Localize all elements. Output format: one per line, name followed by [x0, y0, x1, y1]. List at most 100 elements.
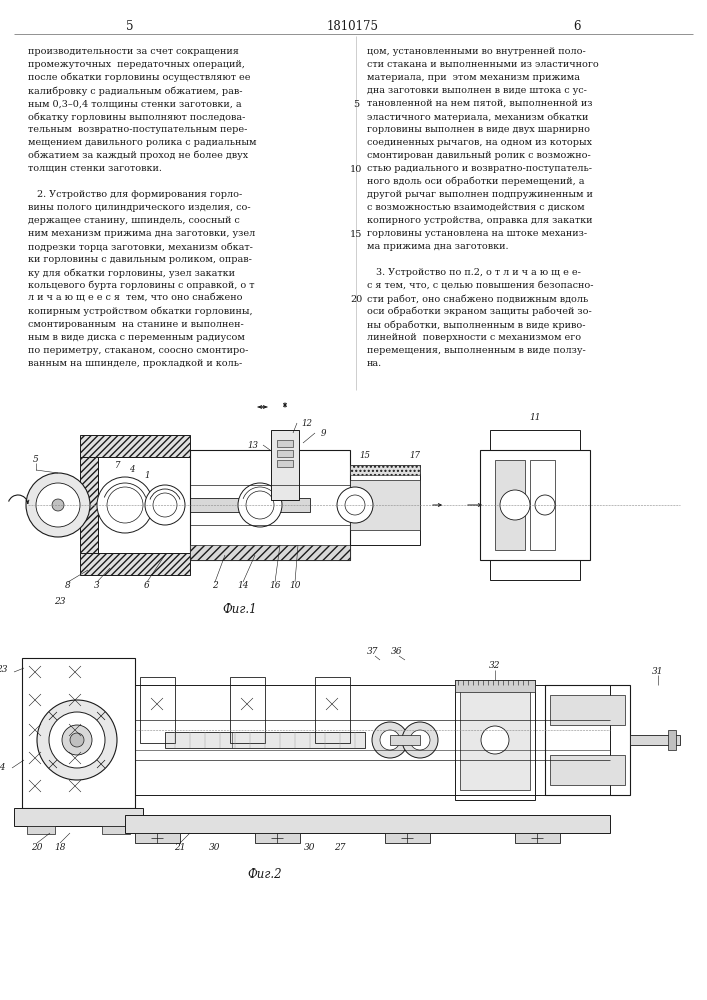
Text: 5: 5	[353, 100, 359, 109]
Bar	[490, 560, 580, 580]
Text: 30: 30	[209, 842, 221, 852]
Text: по периметру, стаканом, соосно смонтиро-: по периметру, стаканом, соосно смонтиро-	[28, 346, 248, 355]
Bar	[390, 735, 420, 745]
Text: ним механизм прижима дна заготовки, узел: ним механизм прижима дна заготовки, узел	[28, 229, 255, 238]
Text: ным 0,3–0,4 толщины стенки заготовки, а: ным 0,3–0,4 толщины стенки заготовки, а	[28, 99, 242, 108]
Text: 2. Устройство для формирования горло-: 2. Устройство для формирования горло-	[28, 190, 243, 199]
Text: 21: 21	[174, 842, 186, 852]
Text: после обкатки горловины осуществляют ее: после обкатки горловины осуществляют ее	[28, 73, 250, 83]
Text: 10: 10	[289, 580, 300, 589]
Text: с я тем, что, с целью повышения безопасно-: с я тем, что, с целью повышения безопасн…	[367, 281, 593, 290]
Text: 16: 16	[269, 580, 281, 589]
Text: 37: 37	[367, 648, 379, 656]
Text: тельным  возвратно-поступательным пере-: тельным возвратно-поступательным пере-	[28, 125, 247, 134]
Bar	[550, 755, 625, 785]
Text: обкатку горловины выполняют последова-: обкатку горловины выполняют последова-	[28, 112, 245, 121]
Bar	[350, 465, 420, 475]
Bar	[190, 545, 350, 560]
Text: ма прижима дна заготовки.: ма прижима дна заготовки.	[367, 242, 508, 251]
Text: эластичного материала, механизм обкатки: эластичного материала, механизм обкатки	[367, 112, 588, 121]
Text: мещением давильного ролика с радиальным: мещением давильного ролика с радиальным	[28, 138, 257, 147]
Text: толщин стенки заготовки.: толщин стенки заготовки.	[28, 164, 162, 173]
Text: 36: 36	[391, 648, 403, 656]
Text: 27: 27	[334, 842, 346, 852]
Text: 6: 6	[144, 580, 150, 589]
Text: 17: 17	[409, 450, 421, 460]
Bar	[271, 430, 299, 500]
Bar	[190, 450, 350, 560]
Text: стью радиального и возвратно-поступатель-: стью радиального и возвратно-поступатель…	[367, 164, 592, 173]
Text: 4: 4	[129, 466, 135, 475]
Text: 23: 23	[54, 596, 66, 605]
Bar	[315, 677, 350, 743]
Text: 1810175: 1810175	[327, 20, 379, 33]
Text: Фиг.1: Фиг.1	[223, 603, 257, 616]
Text: держащее станину, шпиндель, соосный с: держащее станину, шпиндель, соосный с	[28, 216, 240, 225]
Text: сти стакана и выполненными из эластичного: сти стакана и выполненными из эластичног…	[367, 60, 599, 69]
Text: 5: 5	[33, 456, 39, 464]
Circle shape	[37, 700, 117, 780]
Circle shape	[145, 485, 185, 525]
Circle shape	[481, 726, 509, 754]
Text: соединенных рычагов, на одном из которых: соединенных рычагов, на одном из которых	[367, 138, 592, 147]
Bar	[455, 680, 535, 800]
Circle shape	[337, 487, 373, 523]
Bar	[668, 730, 676, 750]
Bar	[22, 658, 135, 808]
Text: 7: 7	[115, 460, 121, 470]
Bar	[190, 498, 310, 512]
Text: 23: 23	[0, 666, 8, 674]
Bar	[460, 690, 530, 790]
Bar	[277, 460, 293, 467]
Bar	[125, 815, 610, 833]
Bar	[230, 677, 265, 743]
Circle shape	[26, 473, 90, 537]
Text: линейной  поверхности с механизмом его: линейной поверхности с механизмом его	[367, 333, 581, 342]
Text: производительности за счет сокращения: производительности за счет сокращения	[28, 47, 239, 56]
Bar	[480, 450, 590, 560]
Text: 3: 3	[94, 580, 100, 589]
Text: сти работ, оно снабжено подвижным вдоль: сти работ, оно снабжено подвижным вдоль	[367, 294, 588, 304]
Bar	[255, 833, 300, 843]
Text: калибровку с радиальным обжатием, рав-: калибровку с радиальным обжатием, рав-	[28, 86, 243, 96]
Bar	[277, 440, 293, 447]
Circle shape	[402, 722, 438, 758]
Bar	[135, 833, 180, 843]
Circle shape	[70, 733, 84, 747]
Text: 18: 18	[54, 842, 66, 852]
Text: ны обработки, выполненным в виде криво-: ны обработки, выполненным в виде криво-	[367, 320, 585, 330]
Text: 6: 6	[573, 20, 580, 33]
Text: смонтированным  на станине и выполнен-: смонтированным на станине и выполнен-	[28, 320, 244, 329]
Text: ку для обкатки горловины, узел закатки: ку для обкатки горловины, узел закатки	[28, 268, 235, 277]
Text: 11: 11	[530, 414, 541, 422]
Circle shape	[97, 477, 153, 533]
Text: Фиг.2: Фиг.2	[247, 868, 282, 881]
Text: кольцевого бурта горловины с оправкой, о т: кольцевого бурта горловины с оправкой, о…	[28, 281, 255, 290]
Text: перемещения, выполненным в виде ползу-: перемещения, выполненным в виде ползу-	[367, 346, 586, 355]
Circle shape	[372, 722, 408, 758]
Bar	[98, 457, 190, 553]
Text: 9: 9	[320, 428, 326, 438]
Text: 13: 13	[247, 440, 259, 450]
Text: л и ч а ю щ е е с я  тем, что оно снабжено: л и ч а ю щ е е с я тем, что оно снабжен…	[28, 294, 243, 303]
Bar	[102, 826, 130, 834]
Circle shape	[52, 499, 64, 511]
Bar	[630, 735, 680, 745]
Bar	[80, 435, 190, 457]
Text: ки горловины с давильным роликом, оправ-: ки горловины с давильным роликом, оправ-	[28, 255, 252, 264]
Text: 14: 14	[238, 580, 249, 589]
Text: копирным устройством обкатки горловины,: копирным устройством обкатки горловины,	[28, 307, 252, 316]
Circle shape	[49, 712, 105, 768]
Text: 5: 5	[127, 20, 134, 33]
Circle shape	[535, 495, 555, 515]
Bar	[80, 457, 98, 553]
Bar	[350, 480, 420, 530]
Bar	[80, 553, 190, 575]
Bar	[515, 833, 560, 843]
Text: 2: 2	[212, 580, 218, 589]
Bar	[530, 460, 555, 550]
Text: 1: 1	[144, 471, 150, 480]
Bar	[495, 460, 525, 550]
Bar	[277, 450, 293, 457]
Text: 31: 31	[653, 666, 664, 676]
